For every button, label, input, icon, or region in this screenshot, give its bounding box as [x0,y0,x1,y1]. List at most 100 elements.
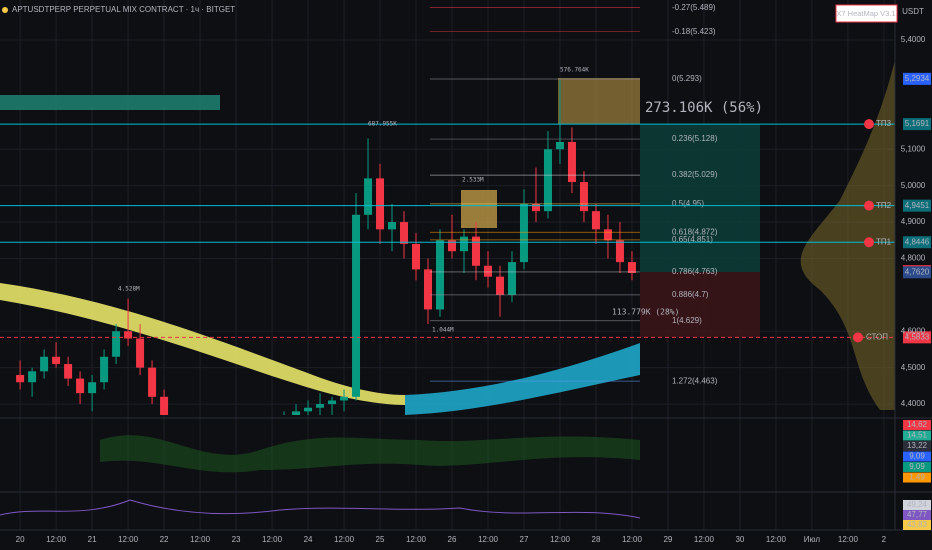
pane-label: 9,09 [909,452,925,461]
candle-body [555,141,564,150]
x-tick-label: 25 [376,535,385,544]
candle-body [88,382,97,394]
x-tick-label: 27 [520,535,529,544]
candle-body [543,149,552,212]
pane-label: 47,77 [907,510,928,519]
box [461,190,497,228]
pane-label: 1,49 [909,473,925,482]
candle-body [16,374,25,383]
annotation: 273.106K (56%) [645,100,763,116]
price-label-box [903,236,931,249]
candle-body [483,265,492,277]
zone [0,95,220,110]
target-icon [864,119,874,130]
x-tick-label: 24 [304,535,313,544]
target-name: ТП1 [876,237,892,246]
x-tick-label: 30 [735,535,744,544]
y-tick-label: 4,5000 [901,363,926,372]
pane-label-box [903,520,931,530]
candle-body [328,400,337,405]
price-label: 4,5833 [905,332,930,341]
target-name: ТП2 [876,201,892,210]
pane-label: 43,83 [907,520,928,529]
x-tick-label: 20 [16,535,25,544]
pane-label-box [903,451,931,462]
candle-body [352,214,361,397]
target-icon [864,237,874,248]
price-label-box [903,199,931,212]
candle-body [603,229,612,241]
candle-body [148,367,157,397]
candle-body [615,240,624,263]
candles [16,80,636,415]
candle-body [495,276,504,295]
pane-label-box [903,510,931,520]
candle-body [567,141,576,183]
candle-body [519,203,528,263]
x-tick-label: 12:00 [190,535,211,544]
y-tick-label: 4,6000 [901,326,926,335]
x-tick-label: 12:00 [262,535,283,544]
x-tick-label: 28 [592,535,601,544]
pane-label: 14,62 [907,420,928,429]
fib-label: 0.886(4.7) [672,290,709,299]
pane-label-box [903,500,931,510]
candle-body [304,407,313,412]
candle-body [64,364,73,379]
ribbon-yellow [0,283,405,405]
rsi-line [0,499,641,519]
volume-profile [800,60,895,410]
target-name: ТП3 [876,119,892,128]
candle-body [76,378,85,394]
annotation: 4.528M [118,286,140,293]
fib-label: 0.382(5.029) [672,170,718,179]
candle-body [447,240,456,252]
y-tick-label: 5,1000 [901,144,926,153]
target-icon [864,200,874,211]
fib-label: 0.786(4.763) [672,267,718,276]
x-tick-label: 12:00 [694,535,715,544]
x-tick-label: 23 [232,535,241,544]
take-profit-zone [640,124,760,272]
x-tick-label: 12:00 [766,535,787,544]
candle-body [400,222,409,244]
indicator-badge [835,4,898,23]
currency[interactable]: USDT [902,7,924,16]
pane-label: 49,24 [907,500,928,509]
annotation: 576.764K [560,67,589,74]
candle-body [471,236,480,266]
fib-label: 1(4.629) [672,316,702,325]
fib-label: 1.272(4.463) [672,376,718,385]
x-tick-label: 22 [160,535,169,544]
y-tick-label: 5,0000 [901,181,926,190]
candle-body [627,262,636,274]
annotation: 113.779K (28%) [612,308,679,317]
box [558,78,640,124]
x-tick-label: 2 [882,535,887,544]
x-tick-label: 29 [663,535,672,544]
candle-body [316,404,325,408]
levels: -0.27(5.489) -0.18(5.423) 0(5.293) 0.236(5.… [0,3,931,385]
x-tick-label: 12:00 [622,535,643,544]
candle-body [160,396,169,415]
candle-body [459,236,468,252]
stop-icon [853,332,863,343]
price-label: 5,2934 [905,74,930,83]
x-tick-label: 12:00 [550,535,571,544]
pane-label-box [903,462,931,472]
x-tick-label: 26 [448,535,457,544]
symbol-icon [2,7,8,13]
y-tick-label: 5,4000 [901,35,926,44]
decorations [0,60,895,415]
fib-label: -0.27(5.489) [672,3,716,12]
candle-body [52,356,61,365]
pane-label-box [903,472,931,483]
fib-label: 0(5.293) [672,74,702,83]
pane-label: 13,22 [907,441,928,450]
price-label: 4,8446 [905,237,930,246]
candle-body [436,240,445,310]
